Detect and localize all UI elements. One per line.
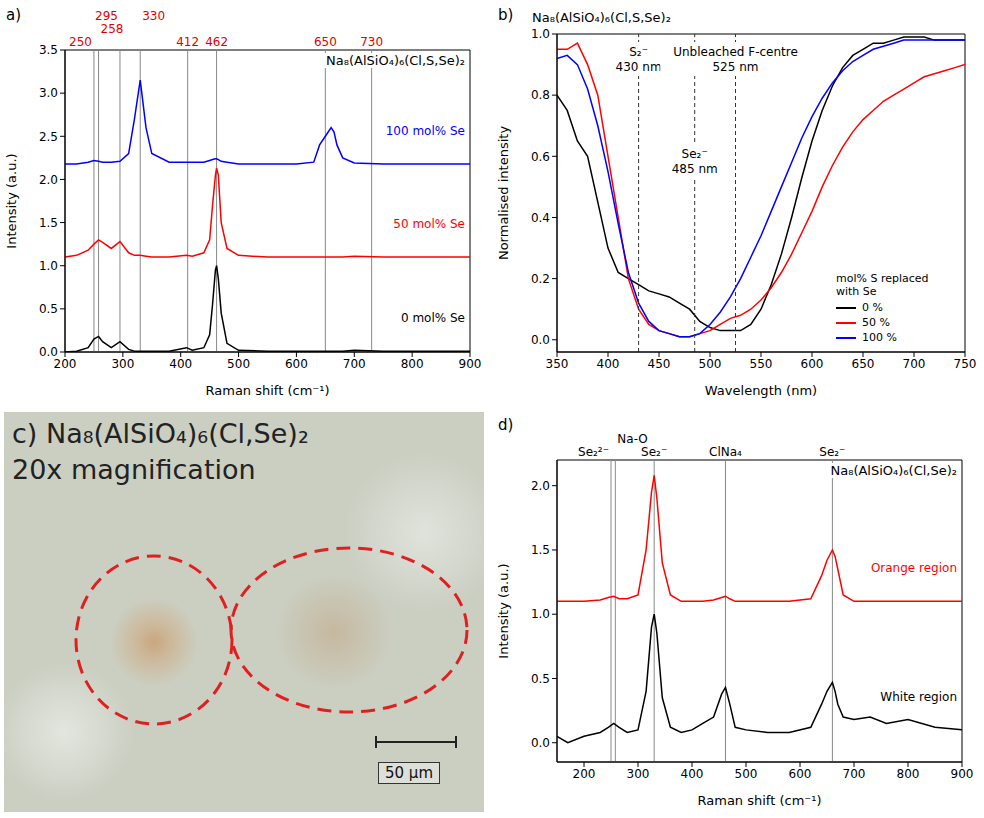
svg-text:550: 550 xyxy=(750,357,773,371)
svg-text:650: 650 xyxy=(852,357,875,371)
svg-text:Wavelength (nm): Wavelength (nm) xyxy=(705,383,817,398)
svg-text:700: 700 xyxy=(903,357,926,371)
svg-text:400: 400 xyxy=(597,357,620,371)
svg-text:800: 800 xyxy=(401,357,424,371)
svg-text:100 mol% Se: 100 mol% Se xyxy=(386,124,465,138)
svg-text:300: 300 xyxy=(111,357,134,371)
svg-text:295: 295 xyxy=(95,9,118,23)
svg-text:600: 600 xyxy=(285,357,308,371)
svg-text:600: 600 xyxy=(789,767,812,781)
svg-text:Unbleached F-centre: Unbleached F-centre xyxy=(673,45,798,59)
html-text:Na₈(AlSiO₄)₆(Cl,Se)₂: Na₈(AlSiO₄)₆(Cl,Se)₂ xyxy=(830,463,957,478)
svg-text:ClNa₄: ClNa₄ xyxy=(709,445,742,459)
svg-text:330: 330 xyxy=(142,9,165,23)
svg-text:462: 462 xyxy=(205,35,228,49)
svg-text:1.0: 1.0 xyxy=(531,27,550,41)
svg-text:500: 500 xyxy=(699,357,722,371)
svg-text:3.5: 3.5 xyxy=(39,43,58,57)
svg-text:485 nm: 485 nm xyxy=(672,162,718,176)
svg-text:1.0: 1.0 xyxy=(531,607,550,621)
html-text:a): a) xyxy=(6,6,21,24)
svg-text:3.0: 3.0 xyxy=(39,86,58,100)
svg-text:450: 450 xyxy=(648,357,671,371)
svg-text:700: 700 xyxy=(843,767,866,781)
svg-text:0.0: 0.0 xyxy=(39,345,58,359)
svg-text:430 nm: 430 nm xyxy=(616,60,662,74)
svg-text:600: 600 xyxy=(801,357,824,371)
svg-text:800: 800 xyxy=(897,767,920,781)
svg-text:Se₂⁻: Se₂⁻ xyxy=(682,147,708,161)
svg-text:0.2: 0.2 xyxy=(531,272,550,286)
svg-text:525 nm: 525 nm xyxy=(712,60,758,74)
svg-text:412: 412 xyxy=(176,35,199,49)
svg-text:Intensity (a.u.): Intensity (a.u.) xyxy=(4,153,19,248)
svg-text:Se₂²⁻: Se₂²⁻ xyxy=(578,445,609,459)
html-text:50 µm: 50 µm xyxy=(385,764,433,782)
svg-text:1.5: 1.5 xyxy=(39,216,58,230)
svg-text:Orange region: Orange region xyxy=(871,561,957,575)
svg-text:2.5: 2.5 xyxy=(39,130,58,144)
svg-text:1.5: 1.5 xyxy=(531,543,550,557)
svg-text:0.0: 0.0 xyxy=(531,333,550,347)
svg-text:350: 350 xyxy=(546,357,569,371)
svg-text:0.4: 0.4 xyxy=(531,211,550,225)
html-text:50 %: 50 % xyxy=(862,316,890,329)
html-text:c) Na₈(AlSiO₄)₆(Cl,Se)₂: c) Na₈(AlSiO₄)₆(Cl,Se)₂ xyxy=(12,418,309,449)
svg-text:258: 258 xyxy=(101,22,124,36)
svg-text:900: 900 xyxy=(951,767,974,781)
svg-text:0.5: 0.5 xyxy=(531,672,550,686)
svg-text:0.8: 0.8 xyxy=(531,88,550,102)
svg-text:Raman shift (cm⁻¹): Raman shift (cm⁻¹) xyxy=(206,383,330,398)
html-text:100 %: 100 % xyxy=(862,331,897,344)
svg-text:0.5: 0.5 xyxy=(39,302,58,316)
svg-text:400: 400 xyxy=(169,357,192,371)
svg-text:700: 700 xyxy=(343,357,366,371)
html-text:20x magnification: 20x magnification xyxy=(12,454,256,485)
svg-text:1.0: 1.0 xyxy=(39,259,58,273)
html-text:mol% S replaced with Se: mol% S replaced with Se xyxy=(836,272,929,298)
svg-text:900: 900 xyxy=(459,357,482,371)
svg-text:Se₂⁻: Se₂⁻ xyxy=(819,445,845,459)
svg-text:Se₂⁻: Se₂⁻ xyxy=(641,445,667,459)
svg-text:500: 500 xyxy=(735,767,758,781)
html-text:0 %: 0 % xyxy=(862,301,883,314)
html-text:Na₈(AlSiO₄)₆(Cl,S,Se)₂: Na₈(AlSiO₄)₆(Cl,S,Se)₂ xyxy=(326,53,465,68)
svg-text:Raman shift (cm⁻¹): Raman shift (cm⁻¹) xyxy=(698,793,822,808)
svg-text:Intensity (a.u.): Intensity (a.u.) xyxy=(496,563,511,658)
svg-text:0.6: 0.6 xyxy=(531,150,550,164)
svg-text:50 mol% Se: 50 mol% Se xyxy=(393,217,465,231)
svg-text:750: 750 xyxy=(954,357,977,371)
svg-text:650: 650 xyxy=(314,35,337,49)
html-text:b): b) xyxy=(498,6,514,24)
svg-text:0 mol% Se: 0 mol% Se xyxy=(401,311,465,325)
svg-text:500: 500 xyxy=(227,357,250,371)
svg-text:Na-O: Na-O xyxy=(617,432,647,446)
svg-text:Normalised intensity: Normalised intensity xyxy=(496,126,511,260)
svg-text:White region: White region xyxy=(880,690,957,704)
svg-text:200: 200 xyxy=(573,767,596,781)
svg-text:300: 300 xyxy=(627,767,650,781)
svg-text:0.0: 0.0 xyxy=(531,736,550,750)
svg-text:2.0: 2.0 xyxy=(39,173,58,187)
svg-text:S₂⁻: S₂⁻ xyxy=(629,45,648,59)
svg-text:200: 200 xyxy=(53,356,77,371)
html-text:Na₈(AlSiO₄)₆(Cl,S,Se)₂: Na₈(AlSiO₄)₆(Cl,S,Se)₂ xyxy=(532,10,671,25)
svg-text:730: 730 xyxy=(360,35,383,49)
svg-text:400: 400 xyxy=(681,767,704,781)
html-text:d): d) xyxy=(498,416,514,434)
svg-text:2.0: 2.0 xyxy=(531,479,550,493)
svg-text:250: 250 xyxy=(69,35,92,49)
